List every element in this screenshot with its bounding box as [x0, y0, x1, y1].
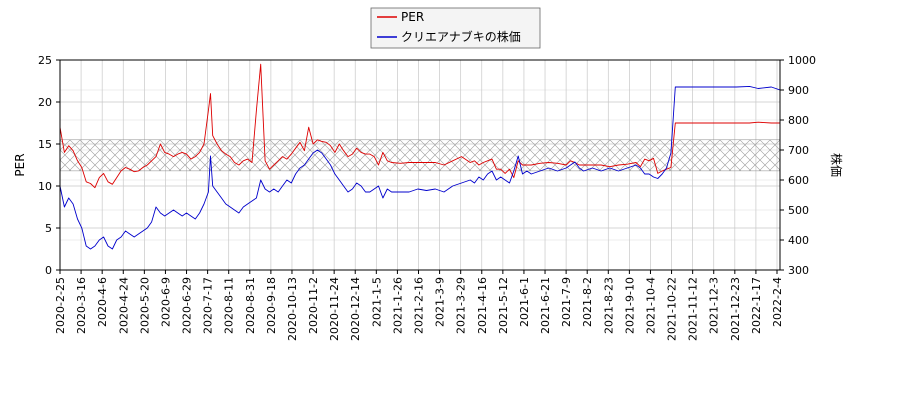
x-tick-label: 2020-6-29	[181, 277, 194, 334]
x-tick-label: 2020-3-16	[75, 277, 88, 334]
x-tick-label: 2020-11-2	[307, 277, 320, 334]
x-tick-label: 2021-6-21	[539, 277, 552, 334]
x-tick-label: 2020-4-6	[96, 277, 109, 327]
x-tick-label: 2022-1-17	[750, 277, 763, 334]
y-left-tick-label: 0	[45, 264, 52, 277]
x-tick-label: 2021-6-1	[518, 277, 531, 327]
plot-frame	[59, 59, 781, 271]
x-tick-label: 2021-3-29	[455, 277, 468, 334]
x-tick-label: 2020-11-24	[328, 277, 341, 341]
x-tick-label: 2021-7-9	[560, 277, 573, 327]
x-tick-label: 2021-12-3	[708, 277, 721, 334]
x-tick-label: 2021-4-16	[476, 277, 489, 334]
y-right-tick-label: 300	[788, 264, 809, 277]
x-tick-label: 2021-3-9	[434, 277, 447, 327]
x-tick-label: 2021-8-2	[581, 277, 594, 327]
x-tick-label: 2020-7-17	[202, 277, 215, 334]
y-right-tick-label: 900	[788, 84, 809, 97]
x-tick-label: 2020-12-14	[349, 277, 362, 341]
y-right-tick-label: 1000	[788, 54, 816, 67]
y-right-tick-label: 400	[788, 234, 809, 247]
per-range-band	[60, 139, 780, 172]
x-tick-label: 2021-10-4	[644, 277, 657, 334]
y-right-tick-label: 800	[788, 114, 809, 127]
x-tick-label: 2021-5-12	[497, 277, 510, 334]
x-tick-label: 2021-9-10	[623, 277, 636, 334]
x-tick-label: 2020-4-24	[117, 277, 130, 334]
y-right-tick-label: 700	[788, 144, 809, 157]
y-left-tick-label: 20	[38, 96, 52, 109]
x-tick-label: 2020-8-31	[244, 277, 257, 334]
legend-label-price: クリエアナブキの株価	[401, 29, 521, 44]
y-right-tick-label: 600	[788, 174, 809, 187]
x-tick-label: 2021-8-23	[602, 277, 615, 334]
legend: PER クリエアナブキの株価	[370, 7, 541, 49]
x-tick-label: 2020-8-11	[223, 277, 236, 334]
legend-label-per: PER	[401, 10, 424, 24]
y-right-label: 株価	[829, 153, 844, 177]
legend-box	[370, 7, 541, 49]
x-tick-label: 2020-5-20	[138, 277, 151, 334]
x-tick-label: 2021-1-26	[391, 277, 404, 334]
x-tick-label: 2021-11-12	[687, 277, 700, 341]
y-left-tick-label: 15	[38, 138, 52, 151]
y-left-tick-label: 5	[45, 222, 52, 235]
x-tick-label: 2020-6-9	[159, 277, 172, 327]
x-tick-label: 2021-2-16	[413, 277, 426, 334]
x-tick-label: 2022-2-4	[771, 277, 784, 327]
y-left-tick-label: 25	[38, 54, 52, 67]
y-right-tick-label: 500	[788, 204, 809, 217]
x-tick-label: 2021-10-22	[666, 277, 679, 341]
x-tick-label: 2021-1-5	[370, 277, 383, 327]
series-line-per	[60, 63, 780, 189]
x-tick-label: 2021-12-23	[729, 277, 742, 341]
y-left-tick-label: 10	[38, 180, 52, 193]
x-tick-label: 2020-10-13	[286, 277, 299, 341]
y-left-label: PER	[13, 153, 27, 176]
series-line-price	[60, 85, 780, 250]
x-tick-label: 2020-2-25	[54, 277, 67, 334]
x-tick-label: 2020-9-18	[265, 277, 278, 334]
